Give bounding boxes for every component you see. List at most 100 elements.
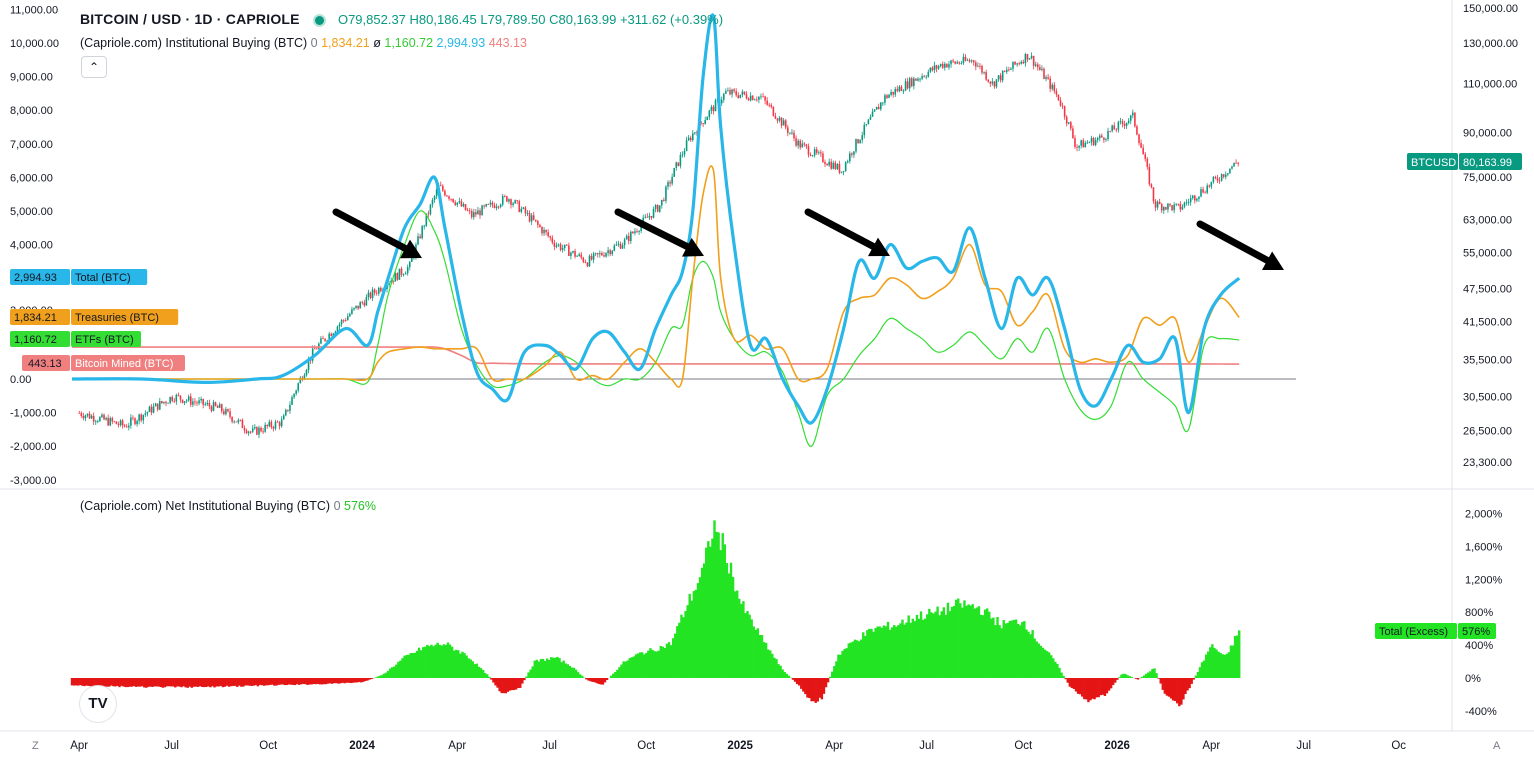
price-candle <box>369 292 372 298</box>
low-value: L79,789.50 <box>480 12 546 27</box>
price-candle <box>425 213 428 226</box>
price-candle <box>82 415 85 419</box>
histogram-bar <box>572 667 576 678</box>
histogram-bar <box>591 678 594 682</box>
histogram-bar <box>291 678 295 685</box>
price-candle <box>1138 134 1140 144</box>
histogram-bar <box>1173 678 1177 702</box>
histogram-bar <box>983 609 987 678</box>
histogram-bar <box>397 661 400 678</box>
histogram-bar <box>70 678 74 686</box>
histogram-bar <box>128 678 132 687</box>
histogram-bar <box>733 591 737 678</box>
histogram-bar <box>1047 652 1051 678</box>
histogram-bar <box>93 678 96 687</box>
price-candle <box>1028 58 1031 60</box>
histogram-bar <box>731 577 735 678</box>
time-axis-label: 2025 <box>727 740 753 752</box>
price-candle <box>1222 174 1225 177</box>
price-candle <box>1198 196 1200 199</box>
hist-axis-tick: 1,200% <box>1465 574 1503 586</box>
auto-scale-icon[interactable]: A <box>1493 740 1501 752</box>
excess-tag-label: Total (Excess) <box>1379 626 1448 638</box>
histogram-bar <box>1134 678 1138 679</box>
histogram-bar <box>740 603 743 678</box>
histogram-bar <box>357 678 361 683</box>
histogram-bar <box>1068 678 1072 687</box>
histogram-bar <box>795 678 799 685</box>
histogram-bar <box>428 646 431 678</box>
histogram-bar <box>1089 678 1092 701</box>
indicator1-name[interactable]: (Capriole.com) Institutional Buying (BTC… <box>80 36 308 50</box>
price-candle <box>712 106 715 112</box>
price-candle <box>278 422 281 427</box>
price-candle <box>318 343 320 349</box>
price-candle <box>596 253 599 255</box>
histogram-bar <box>1157 678 1160 679</box>
price-candle <box>879 102 882 110</box>
price-candle <box>805 144 808 147</box>
price-candle <box>820 152 822 154</box>
histogram-bar <box>314 678 317 685</box>
price-candle <box>1152 187 1155 202</box>
histogram-bar <box>1211 644 1214 678</box>
histogram-bar <box>570 667 574 678</box>
histogram-bar <box>424 646 427 678</box>
price-candle <box>968 60 971 62</box>
histogram-bar <box>1097 678 1100 698</box>
price-candle <box>972 60 975 63</box>
tradingview-logo[interactable]: TV <box>80 686 116 722</box>
histogram-bar <box>306 678 309 685</box>
histogram-bar <box>973 608 976 678</box>
price-candle <box>836 163 839 170</box>
price-candle <box>328 333 331 341</box>
histogram-bar <box>979 614 983 678</box>
price-candle <box>770 104 773 107</box>
histogram-bar <box>663 648 667 678</box>
histogram-bar <box>463 653 466 678</box>
price-candle <box>652 208 655 218</box>
price-candle <box>1036 64 1039 68</box>
symbol-title[interactable]: BITCOIN / USD · 1D · CAPRIOLE <box>80 11 300 27</box>
price-candle <box>745 94 748 99</box>
price-candle <box>1160 204 1163 211</box>
price-candle <box>826 164 828 166</box>
histogram-bar <box>1021 621 1024 678</box>
price-candle <box>473 212 475 218</box>
price-candle <box>813 149 816 156</box>
price-candle <box>944 63 946 68</box>
histogram-bar <box>690 600 693 678</box>
price-candle <box>152 406 155 413</box>
price-candle <box>183 401 186 403</box>
price-candle <box>218 404 221 408</box>
histogram-bar <box>124 678 127 688</box>
price-candle <box>508 199 510 202</box>
price-candle <box>644 216 647 218</box>
histogram-bar <box>1054 661 1057 678</box>
price-candle <box>549 236 552 238</box>
histogram-bar <box>845 648 848 678</box>
histogram-bar <box>1184 678 1187 694</box>
price-candle <box>524 207 527 214</box>
histogram-bar <box>777 664 780 678</box>
price-candle <box>194 401 196 403</box>
histogram-bar <box>990 618 993 678</box>
histogram-bar <box>940 611 943 678</box>
price-candle <box>1057 94 1060 101</box>
histogram-bar <box>744 613 747 678</box>
indicator2-name[interactable]: (Capriole.com) Net Institutional Buying … <box>80 499 331 513</box>
price-candle <box>468 210 471 212</box>
price-candle <box>696 132 698 134</box>
histogram-bar <box>1105 678 1109 694</box>
histogram-bar <box>911 618 915 678</box>
price-candle <box>708 110 711 117</box>
price-candle <box>671 176 673 184</box>
price-candle <box>243 428 246 431</box>
timezone-icon[interactable]: Z <box>32 740 39 752</box>
histogram-bar <box>496 678 499 688</box>
histogram-bar <box>74 678 78 686</box>
chevron-up-icon[interactable]: ⌃ <box>81 56 107 78</box>
price-candle <box>1196 198 1198 201</box>
price-candle <box>923 76 925 77</box>
